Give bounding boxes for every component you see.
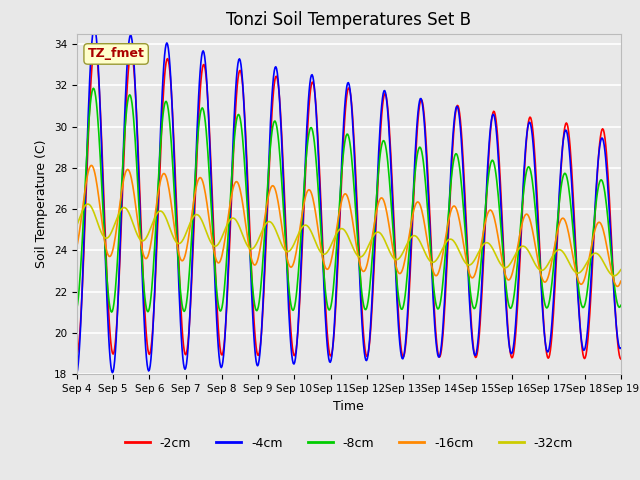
Text: TZ_fmet: TZ_fmet <box>88 48 145 60</box>
-32cm <box>223 221 231 227</box>
-4cm <box>83 156 90 162</box>
-16cm <box>223 220 231 226</box>
-32cm <box>431 258 439 264</box>
-32cm <box>617 267 625 273</box>
-8cm <box>196 117 204 123</box>
-32cm <box>195 213 202 218</box>
-8cm <box>417 144 424 150</box>
-32cm <box>140 238 147 243</box>
-16cm <box>416 201 424 206</box>
-2cm <box>83 176 90 182</box>
-32cm <box>83 202 90 207</box>
-16cm <box>140 252 147 257</box>
-4cm <box>416 98 424 104</box>
-32cm <box>610 273 618 279</box>
Y-axis label: Soil Temperature (C): Soil Temperature (C) <box>35 140 48 268</box>
-4cm <box>195 94 202 100</box>
-2cm <box>431 324 439 330</box>
-8cm <box>433 302 440 308</box>
-8cm <box>108 309 115 315</box>
-4cm <box>617 345 625 351</box>
-8cm <box>90 85 97 91</box>
Line: -8cm: -8cm <box>77 88 621 312</box>
-32cm <box>84 201 92 207</box>
-2cm <box>195 114 202 120</box>
Line: -16cm: -16cm <box>77 166 621 287</box>
-16cm <box>195 176 202 182</box>
Line: -4cm: -4cm <box>77 27 621 373</box>
Line: -32cm: -32cm <box>77 204 621 276</box>
-4cm <box>431 332 439 338</box>
Line: -2cm: -2cm <box>77 47 621 359</box>
-32cm <box>416 238 424 244</box>
-2cm <box>223 292 231 298</box>
Title: Tonzi Soil Temperatures Set B: Tonzi Soil Temperatures Set B <box>227 11 471 29</box>
-2cm <box>140 279 147 285</box>
-16cm <box>87 163 95 168</box>
-2cm <box>91 44 99 50</box>
-8cm <box>83 155 90 160</box>
Legend: -2cm, -4cm, -8cm, -16cm, -32cm: -2cm, -4cm, -8cm, -16cm, -32cm <box>120 432 578 455</box>
-4cm <box>223 286 231 292</box>
-2cm <box>617 356 625 362</box>
-8cm <box>617 302 625 308</box>
-16cm <box>83 177 90 183</box>
-16cm <box>431 273 439 278</box>
-2cm <box>416 103 424 108</box>
-16cm <box>614 284 621 289</box>
-2cm <box>73 351 81 357</box>
-4cm <box>140 301 147 307</box>
-4cm <box>73 371 81 376</box>
-8cm <box>224 232 232 238</box>
-16cm <box>617 278 625 284</box>
-32cm <box>73 223 81 228</box>
X-axis label: Time: Time <box>333 400 364 413</box>
-8cm <box>140 287 148 293</box>
-4cm <box>90 24 98 30</box>
-8cm <box>73 306 81 312</box>
-16cm <box>73 244 81 250</box>
